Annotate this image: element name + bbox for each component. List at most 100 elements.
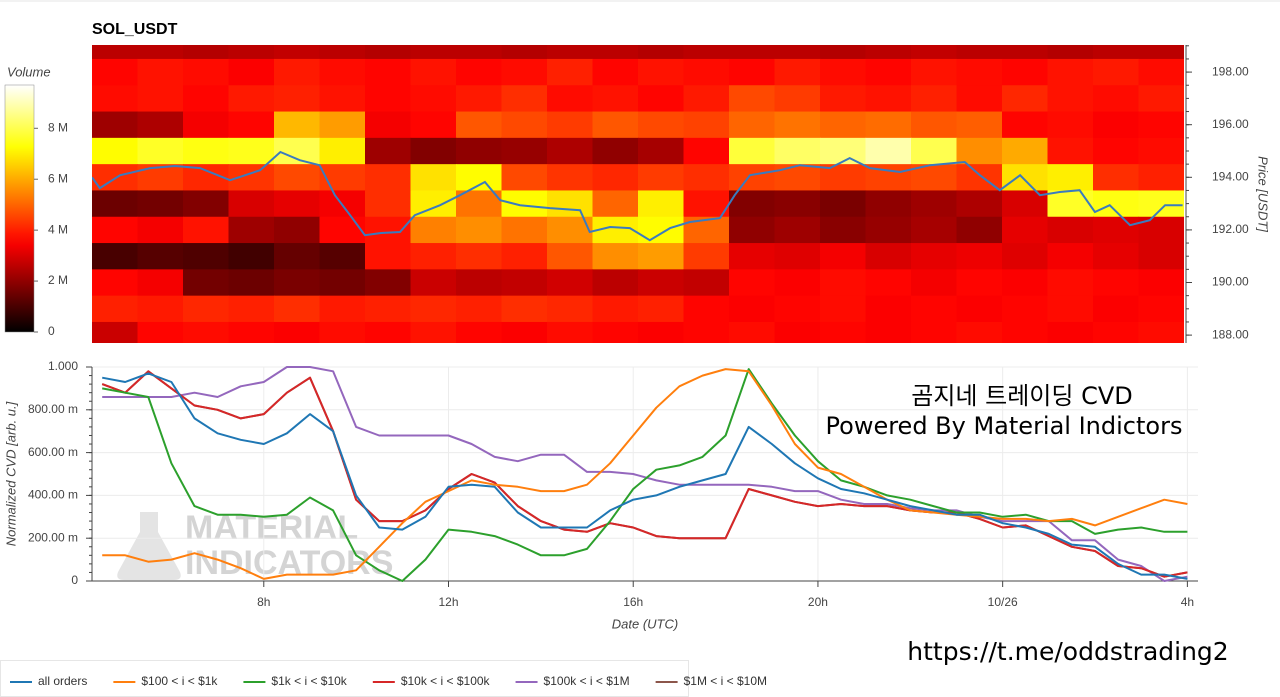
heatmap-cell — [820, 216, 867, 244]
heatmap-cell — [137, 295, 184, 323]
heatmap-cell — [1047, 190, 1094, 218]
heatmap-cell — [228, 58, 275, 86]
heatmap-cell — [638, 58, 685, 86]
heatmap-cell — [1002, 321, 1049, 343]
heatmap-cell — [683, 137, 730, 165]
x-tick-label: 4h — [1181, 595, 1194, 609]
heatmap-cell — [638, 190, 685, 218]
heatmap-cell — [274, 45, 321, 60]
heatmap-cell — [319, 85, 366, 113]
heatmap-cell — [183, 269, 230, 297]
heatmap-cell — [228, 321, 275, 343]
heatmap-cell — [92, 137, 139, 165]
heatmap-cell — [865, 190, 912, 218]
heatmap-cell — [137, 321, 184, 343]
series-line — [101, 370, 1188, 578]
heatmap-cell — [729, 164, 776, 192]
heatmap-cell — [456, 137, 503, 165]
heatmap-cell — [456, 243, 503, 270]
heatmap-cell — [1093, 111, 1140, 139]
heatmap-cell — [365, 164, 412, 192]
y-tick-label: 200.00 m — [28, 530, 78, 544]
heatmap-cell — [365, 295, 412, 323]
heatmap-cell — [501, 111, 548, 139]
heatmap-cell — [547, 216, 594, 244]
heatmap-cell — [319, 164, 366, 192]
heatmap-cell — [911, 85, 958, 113]
heatmap-cell — [956, 58, 1003, 86]
heatmap-cell — [592, 111, 639, 139]
heatmap-cell — [456, 45, 503, 60]
heatmap-cell — [274, 164, 321, 192]
heatmap-cell — [410, 243, 457, 270]
heatmap-cell — [274, 216, 321, 244]
heatmap-cell — [456, 111, 503, 139]
heatmap-cell — [774, 216, 821, 244]
heatmap-cell — [1138, 111, 1184, 139]
heatmap-cell — [956, 243, 1003, 270]
heatmap-cell — [1047, 243, 1094, 270]
heatmap-cell — [1002, 243, 1049, 270]
heatmap-cell — [1002, 85, 1049, 113]
heatmap-cell — [911, 45, 958, 60]
heatmap-cell — [1093, 85, 1140, 113]
heatmap-cell — [547, 190, 594, 218]
heatmap-cell — [956, 216, 1003, 244]
heatmap-cell — [137, 243, 184, 270]
heatmap-cell — [1093, 295, 1140, 323]
colorbar-tick-label: 6 M — [48, 171, 68, 185]
heatmap-cell — [137, 216, 184, 244]
heatmap-cell — [683, 111, 730, 139]
heatmap-cell — [456, 216, 503, 244]
heatmap-cell — [1093, 321, 1140, 343]
heatmap-cell — [365, 137, 412, 165]
heatmap-cell — [683, 45, 730, 60]
heatmap-cell — [183, 111, 230, 139]
heatmap-cell — [228, 243, 275, 270]
heatmap-cell — [729, 321, 776, 343]
heatmap-cell — [638, 243, 685, 270]
heatmap-cell — [865, 216, 912, 244]
heatmap-cell — [1138, 269, 1184, 297]
heatmap-cell — [365, 45, 412, 60]
heatmap-cell — [865, 269, 912, 297]
heatmap-cell — [228, 45, 275, 60]
colorbar-tick-label: 2 M — [48, 273, 68, 287]
y-axis-title: Normalized CVD [arb. u.] — [3, 401, 18, 546]
heatmap-cell — [592, 164, 639, 192]
heatmap-cell — [1002, 111, 1049, 139]
heatmap-cell — [820, 45, 867, 60]
heatmap-cell — [1047, 45, 1094, 60]
heatmap-cell — [365, 58, 412, 86]
heatmap-cell — [183, 45, 230, 60]
heatmap-cell — [683, 295, 730, 323]
heatmap-cell — [92, 58, 139, 86]
heatmap-cell — [774, 295, 821, 323]
heatmap-cell — [1093, 216, 1140, 244]
annotation: 곰지네 트레이딩 CVD — [911, 382, 1132, 410]
heatmap-cell — [274, 58, 321, 86]
heatmap-cell — [501, 269, 548, 297]
heatmap-cell — [137, 190, 184, 218]
y-tick-label: 196.00 — [1212, 117, 1249, 131]
heatmap-cell — [774, 45, 821, 60]
heatmap-cell — [729, 190, 776, 218]
heatmap-cell — [774, 137, 821, 165]
heatmap-cell — [911, 216, 958, 244]
heatmap-cell — [865, 45, 912, 60]
colorbar-tick-label: 8 M — [48, 120, 68, 134]
x-tick-label: 12h — [438, 595, 458, 609]
series-line — [102, 368, 1188, 580]
heatmap-cell — [638, 164, 685, 192]
heatmap-cell — [911, 58, 958, 86]
heatmap-cell — [92, 269, 139, 297]
heatmap-cell — [956, 137, 1003, 165]
colorbar-title: Volume — [7, 64, 51, 79]
legend-label: all orders — [38, 674, 87, 688]
heatmap-cell — [1047, 321, 1094, 343]
heatmap-cell — [1138, 164, 1184, 192]
heatmap-cell — [911, 243, 958, 270]
heatmap-cell — [820, 137, 867, 165]
heatmap-cell — [410, 111, 457, 139]
